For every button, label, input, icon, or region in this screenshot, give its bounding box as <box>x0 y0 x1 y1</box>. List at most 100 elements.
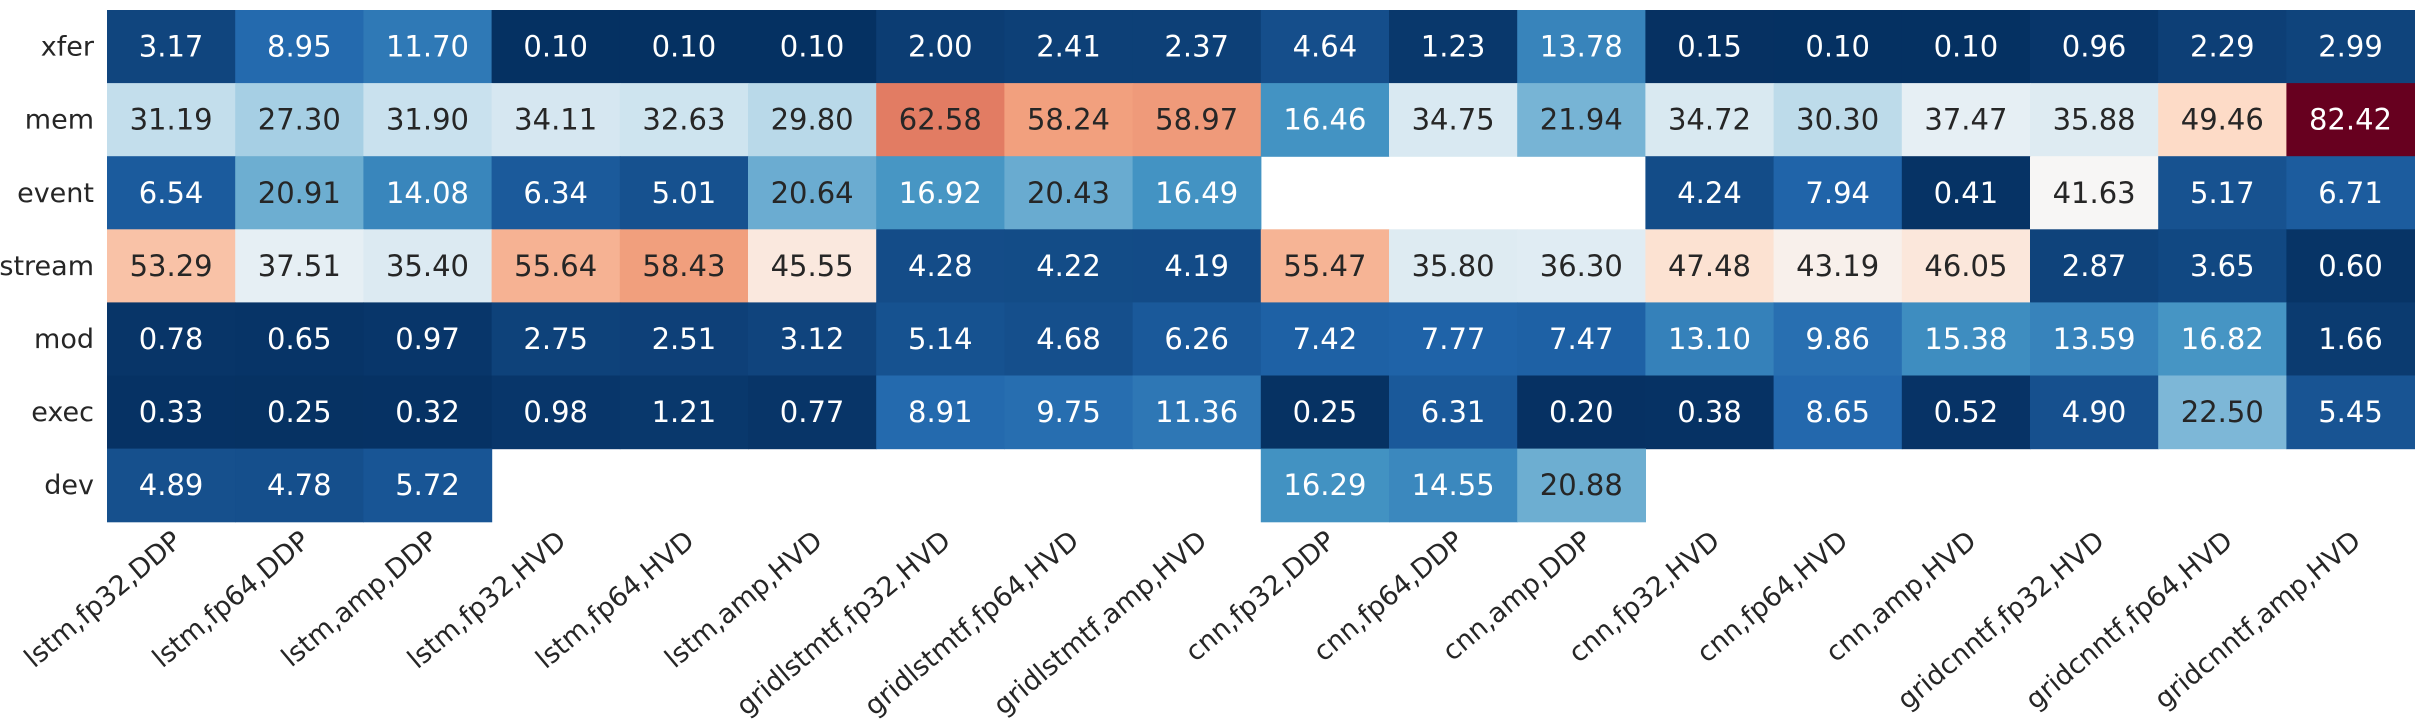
heatmap-cell <box>1260 83 1390 157</box>
heatmap-cell <box>1901 156 2031 230</box>
heatmap-cell <box>363 10 493 84</box>
heatmap-cell <box>876 375 1005 450</box>
cell-value-label: 4.22 <box>1036 249 1101 283</box>
cell-value-label: 0.41 <box>1934 176 1999 210</box>
cell-value-label: 2.99 <box>2318 30 2383 64</box>
cell-value-label: 2.00 <box>908 30 973 64</box>
cell-value-label: 47.48 <box>1668 249 1751 283</box>
heatmap-cell <box>2030 229 2159 303</box>
heatmap-cell <box>1260 302 1390 377</box>
heatmap-cell <box>235 10 364 84</box>
heatmap-cell <box>2030 375 2159 450</box>
heatmap-cell <box>235 375 364 450</box>
cell-value-label: 9.86 <box>1805 322 1870 356</box>
y-tick-label: dev <box>44 470 94 501</box>
heatmap-cell <box>1132 83 1262 157</box>
cell-value-label: 1.21 <box>652 395 717 429</box>
heatmap-cell <box>1389 375 1518 450</box>
heatmap-cell <box>748 83 877 157</box>
heatmap-cell <box>876 10 1005 84</box>
heatmap-cell <box>748 229 877 303</box>
cell-value-label: 5.72 <box>395 468 460 502</box>
cell-value-label: 58.97 <box>1155 103 1238 137</box>
heatmap-cell <box>2158 302 2287 377</box>
heatmap-cell <box>1260 375 1390 450</box>
heatmap-cell <box>2158 375 2287 450</box>
heatmap-cell <box>491 156 621 230</box>
cell-value-label: 35.88 <box>2053 103 2136 137</box>
cell-value-label: 0.77 <box>780 395 845 429</box>
cell-value-label: 11.36 <box>1155 395 1238 429</box>
cell-value-label: 5.01 <box>652 176 717 210</box>
cell-value-label: 36.30 <box>1540 249 1623 283</box>
cell-value-label: 3.17 <box>139 30 204 64</box>
heatmap-cell <box>1517 10 1646 84</box>
heatmap-cell <box>2030 83 2159 157</box>
heatmap-cell <box>2158 10 2287 84</box>
heatmap-cell <box>235 83 364 157</box>
heatmap-cell <box>876 156 1005 230</box>
cell-value-label: 30.30 <box>1796 103 1879 137</box>
heatmap-cell <box>1389 83 1518 157</box>
heatmap-cell <box>1004 83 1134 157</box>
cell-value-label: 58.24 <box>1027 103 1110 137</box>
cell-value-label: 41.63 <box>2053 176 2136 210</box>
cell-value-label: 1.23 <box>1421 30 1486 64</box>
cell-value-label: 8.95 <box>267 30 332 64</box>
heatmap-cell <box>1901 375 2031 450</box>
heatmap-cell <box>2286 229 2415 303</box>
cell-value-label: 20.64 <box>771 176 854 210</box>
cell-value-label: 31.19 <box>130 103 213 137</box>
heatmap-cell <box>235 448 364 523</box>
cell-value-label: 29.80 <box>771 103 854 137</box>
heatmap-cell <box>1645 229 1775 303</box>
cell-value-label: 45.55 <box>771 249 854 283</box>
heatmap-cell <box>1773 10 1903 84</box>
cell-value-label: 8.91 <box>908 395 973 429</box>
heatmap-cell <box>1773 302 1903 377</box>
cell-value-label: 16.92 <box>899 176 982 210</box>
heatmap-cell <box>748 375 877 450</box>
cell-value-label: 2.87 <box>2062 249 2127 283</box>
cell-value-label: 27.30 <box>258 103 341 137</box>
heatmap-cell <box>363 375 493 450</box>
cell-value-label: 4.78 <box>267 468 332 502</box>
cell-value-label: 7.47 <box>1549 322 1614 356</box>
cell-value-label: 0.10 <box>523 30 588 64</box>
heatmap-cell <box>2286 375 2415 450</box>
heatmap-cell <box>619 156 749 230</box>
cell-value-label: 5.45 <box>2318 395 2383 429</box>
cell-value-label: 15.38 <box>1924 322 2007 356</box>
cell-value-label: 0.25 <box>267 395 332 429</box>
heatmap-cell <box>2158 156 2287 230</box>
y-tick-label: stream <box>0 251 94 282</box>
heatmap-cell <box>363 83 493 157</box>
cell-value-label: 31.90 <box>386 103 469 137</box>
cell-value-label: 1.66 <box>2318 322 2383 356</box>
cell-value-label: 8.65 <box>1805 395 1870 429</box>
cell-value-label: 0.97 <box>395 322 460 356</box>
heatmap-cell <box>107 448 236 523</box>
heatmap-cell <box>235 302 364 377</box>
heatmap-cell <box>1773 156 1903 230</box>
cell-value-label: 4.24 <box>1677 176 1742 210</box>
cell-value-label: 6.71 <box>2318 176 2383 210</box>
cell-value-label: 6.34 <box>523 176 588 210</box>
heatmap-cell <box>1773 83 1903 157</box>
cell-value-label: 6.54 <box>139 176 204 210</box>
x-tick-label: gridcnntf,fp64,HVD <box>2020 525 2239 716</box>
cell-value-label: 0.78 <box>139 322 204 356</box>
cell-value-label: 35.40 <box>386 249 469 283</box>
x-tick-label: gridcnntf,amp,HVD <box>2149 525 2367 715</box>
heatmap-cell <box>1389 229 1518 303</box>
heatmap-cell <box>235 156 364 230</box>
heatmap-cell <box>2286 10 2415 84</box>
y-tick-label: mod <box>34 324 94 355</box>
y-tick-label: event <box>17 178 94 209</box>
cell-value-label: 16.46 <box>1283 103 1366 137</box>
heatmap-cell <box>363 448 493 523</box>
cell-value-label: 20.91 <box>258 176 341 210</box>
heatmap-cell <box>107 156 236 230</box>
heatmap-cell <box>1645 302 1775 377</box>
x-tick-label: gridlstmtf,fp64,HVD <box>859 525 1085 719</box>
